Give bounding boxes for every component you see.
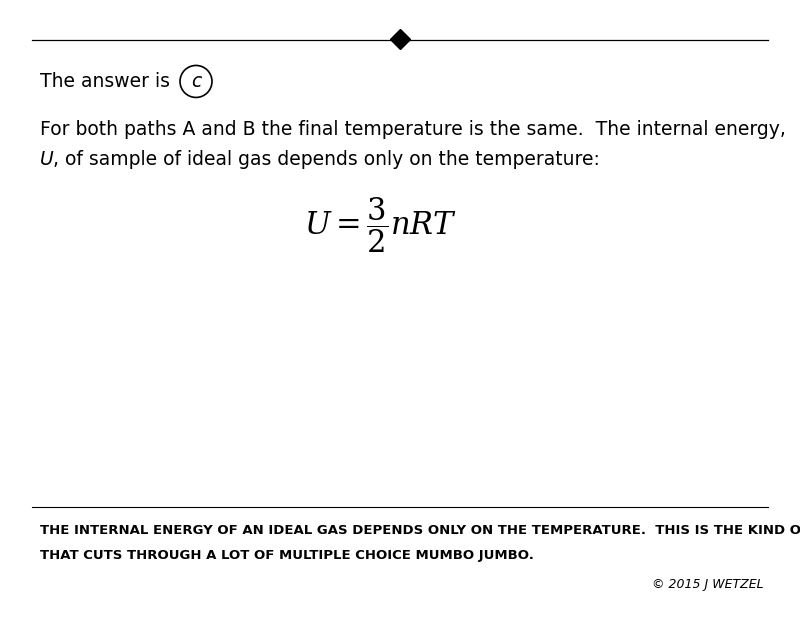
Text: © 2015 J WETZEL: © 2015 J WETZEL [652, 578, 764, 592]
Text: The answer is: The answer is [40, 72, 176, 91]
Text: , of sample of ideal gas depends only on the temperature:: , of sample of ideal gas depends only on… [53, 150, 600, 168]
Text: For both paths A and B the final temperature is the same.  The internal energy,: For both paths A and B the final tempera… [40, 120, 786, 139]
Text: THAT CUTS THROUGH A LOT OF MULTIPLE CHOICE MUMBO JUMBO.: THAT CUTS THROUGH A LOT OF MULTIPLE CHOI… [40, 549, 534, 562]
Text: c: c [191, 72, 201, 91]
Text: THE INTERNAL ENERGY OF AN IDEAL GAS DEPENDS ONLY ON THE TEMPERATURE.  THIS IS TH: THE INTERNAL ENERGY OF AN IDEAL GAS DEPE… [40, 524, 800, 537]
Text: U: U [40, 150, 54, 168]
Text: $\it{U} = \dfrac{3}{2}\it{n}\it{R}\it{T}$: $\it{U} = \dfrac{3}{2}\it{n}\it{R}\it{T}… [304, 196, 457, 255]
